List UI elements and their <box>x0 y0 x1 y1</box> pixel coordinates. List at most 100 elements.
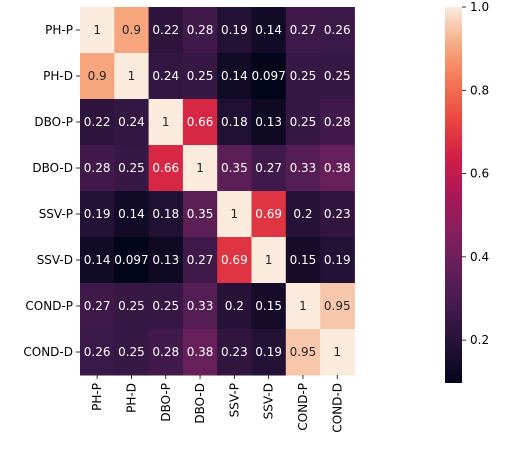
cell-annotation: 1 <box>333 345 341 359</box>
column-tick-label: DBO-P <box>159 383 173 422</box>
heatmap-cell <box>182 7 218 54</box>
heatmap-cell <box>182 237 218 284</box>
cell-annotation: 0.24 <box>118 115 145 129</box>
heatmap-cell <box>285 191 321 238</box>
cell-annotation: 0.33 <box>187 299 214 313</box>
heatmap-cell <box>320 53 355 100</box>
cell-annotation: 0.28 <box>84 161 111 175</box>
cell-annotation: 0.25 <box>187 69 214 83</box>
cell-annotation: 0.2 <box>225 299 244 313</box>
heatmap-cell <box>217 329 252 376</box>
heatmap-cell <box>148 99 184 146</box>
cell-annotation: 0.15 <box>255 299 282 313</box>
cell-annotation: 0.26 <box>324 23 351 37</box>
heatmap-cell <box>182 99 218 146</box>
heatmap-cell <box>320 329 355 376</box>
heatmap-cell <box>148 329 184 376</box>
heatmap-cell <box>148 191 184 238</box>
cell-annotation: 0.33 <box>290 161 317 175</box>
cell-annotation: 0.14 <box>84 253 111 267</box>
heatmap-cell <box>114 145 150 192</box>
cell-annotation: 0.25 <box>324 69 351 83</box>
cell-annotation: 0.19 <box>255 345 282 359</box>
row-tick-label: SSV-D <box>37 253 73 267</box>
cell-annotation: 0.14 <box>255 23 282 37</box>
heatmap-cell <box>148 7 184 54</box>
heatmap-cell <box>251 53 287 100</box>
heatmap-cell <box>320 145 355 192</box>
cell-annotation: 1 <box>128 69 136 83</box>
cell-annotation: 0.25 <box>118 161 145 175</box>
column-tick-label: PH-P <box>90 383 104 411</box>
heatmap-cell <box>80 145 115 192</box>
cell-annotation: 0.66 <box>152 161 179 175</box>
heatmap-cell <box>217 237 252 284</box>
heatmap-cell <box>285 283 321 330</box>
cell-annotation: 0.18 <box>221 115 248 129</box>
cell-annotation: 0.097 <box>114 253 148 267</box>
colorbar-gradient <box>445 7 462 383</box>
row-tick-label: DBO-P <box>34 115 73 129</box>
cell-annotation: 0.27 <box>187 253 214 267</box>
cell-annotation: 1 <box>93 23 101 37</box>
heatmap-cell <box>285 329 321 376</box>
cell-annotation: 0.22 <box>84 115 111 129</box>
cell-annotation: 0.9 <box>88 69 107 83</box>
heatmap-cell <box>251 283 287 330</box>
column-tick-label: DBO-D <box>193 383 207 424</box>
column-tick-label: COND-P <box>296 383 310 431</box>
heatmap-cell <box>285 237 321 284</box>
cell-annotation: 0.13 <box>255 115 282 129</box>
heatmap-cell <box>251 99 287 146</box>
heatmap-cell <box>182 283 218 330</box>
cell-annotation: 0.38 <box>324 161 351 175</box>
heatmap-cell <box>217 283 252 330</box>
heatmap-cells: 1 0.9 0.22 0.28 0.19 0.14 0.27 0.26 0.9 1 0.24 0.25… <box>80 7 355 376</box>
heatmap-cell <box>80 329 115 376</box>
colorbar-tick-label: 0.8 <box>470 83 489 97</box>
cell-annotation: 0.95 <box>324 299 351 313</box>
heatmap-cell <box>80 53 115 100</box>
heatmap-cell <box>114 329 150 376</box>
cell-annotation: 0.27 <box>290 23 317 37</box>
heatmap-cell <box>114 7 150 54</box>
heatmap-cell <box>320 191 355 238</box>
heatmap-cell <box>217 99 252 146</box>
cell-annotation: 0.69 <box>255 207 282 221</box>
cell-annotation: 0.23 <box>324 207 351 221</box>
heatmap-cell <box>114 283 150 330</box>
cell-annotation: 0.24 <box>152 69 179 83</box>
heatmap-cell <box>320 237 355 284</box>
cell-annotation: 0.28 <box>187 23 214 37</box>
colorbar-tick-label: 0.2 <box>470 333 489 347</box>
cell-annotation: 0.25 <box>152 299 179 313</box>
heatmap-cell <box>148 145 184 192</box>
heatmap-cell <box>251 237 287 284</box>
colorbar: 0.2 0.4 0.6 0.8 1.0 <box>445 0 489 383</box>
colorbar-tick-label: 0.4 <box>470 250 489 264</box>
cell-annotation: 0.69 <box>221 253 248 267</box>
row-tick-label: PH-D <box>43 69 73 83</box>
column-tick-label: COND-D <box>330 383 344 433</box>
cell-annotation: 1 <box>162 115 170 129</box>
cell-annotation: 0.23 <box>221 345 248 359</box>
heatmap-cell <box>80 7 115 54</box>
heatmap-cell <box>114 191 150 238</box>
heatmap-cell <box>80 283 115 330</box>
heatmap-cell <box>182 53 218 100</box>
heatmap-cell <box>320 283 355 330</box>
column-tick-label: SSV-D <box>262 383 276 419</box>
heatmap-cell <box>251 7 287 54</box>
cell-annotation: 0.18 <box>152 207 179 221</box>
heatmap-cell <box>285 7 321 54</box>
cell-annotation: 0.28 <box>152 345 179 359</box>
cell-annotation: 0.25 <box>290 115 317 129</box>
cell-annotation: 0.35 <box>187 207 214 221</box>
cell-annotation: 0.25 <box>118 299 145 313</box>
cell-annotation: 0.27 <box>255 161 282 175</box>
cell-annotation: 0.19 <box>84 207 111 221</box>
heatmap-cell <box>217 145 252 192</box>
heatmap-cell <box>182 145 218 192</box>
cell-annotation: 0.26 <box>84 345 111 359</box>
